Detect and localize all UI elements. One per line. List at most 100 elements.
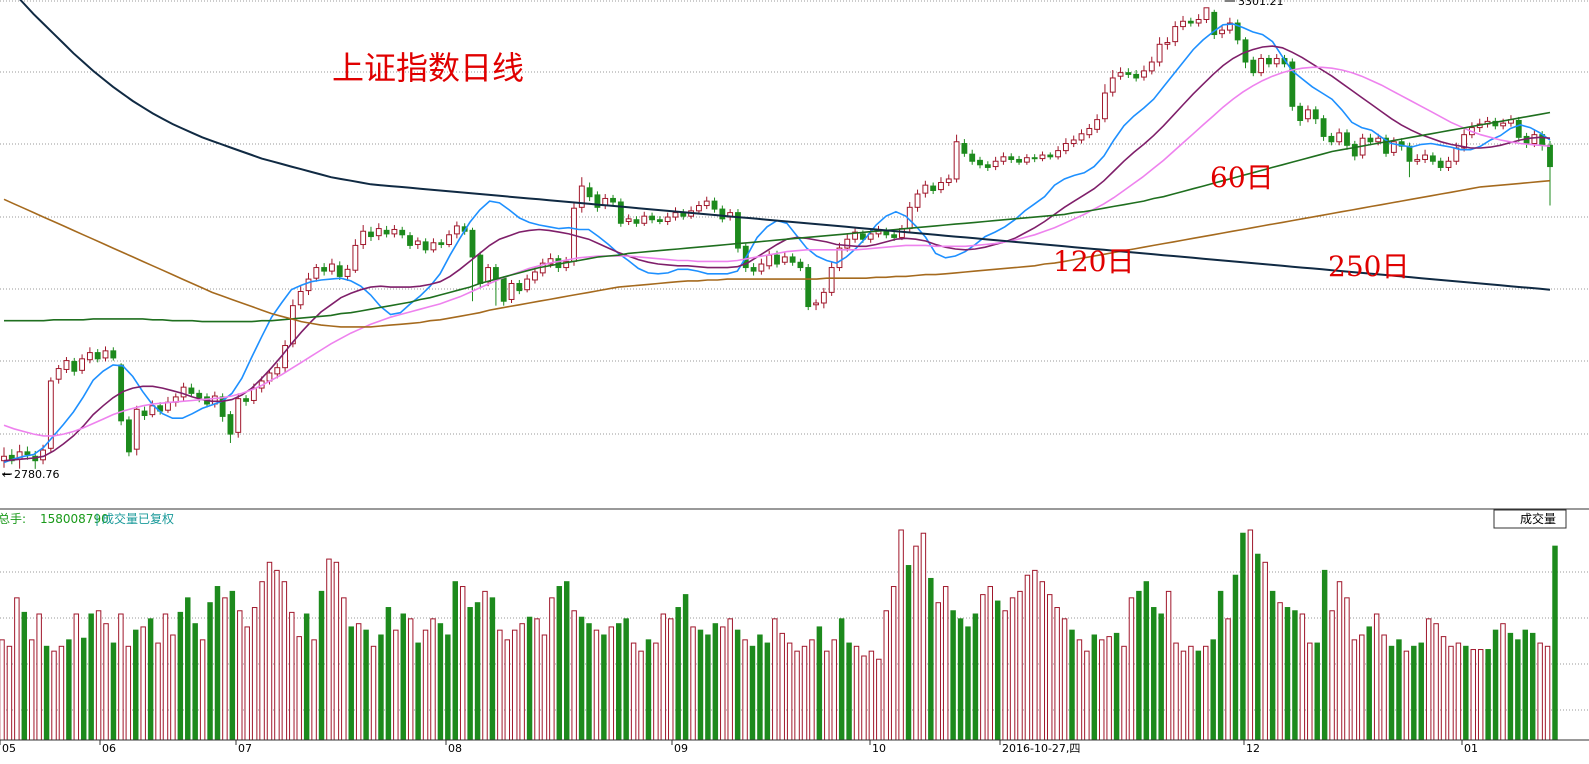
volume-bar-up <box>942 586 949 741</box>
volume-bar-down <box>88 613 94 741</box>
candles <box>1 7 1553 469</box>
high-label: 3301.21 <box>1238 0 1284 8</box>
volume-indicator-button[interactable]: 成交量 <box>1493 509 1567 529</box>
x-tick-label: 10 <box>872 742 886 755</box>
ma-line-2 <box>3 66 1551 437</box>
candle-body-up <box>1226 22 1233 31</box>
volume-bar-down <box>437 623 444 741</box>
candle-body-up <box>992 160 999 168</box>
volume-bar-down <box>682 594 689 741</box>
candle-body-up <box>180 386 187 398</box>
volume-bar-up <box>1537 642 1543 741</box>
volume-bar-up <box>549 597 555 741</box>
volume-bar-down <box>147 618 154 741</box>
candle-body-down <box>969 153 976 162</box>
volume-bar-down <box>1136 590 1142 741</box>
candle-body-up <box>1422 154 1428 160</box>
volume-bar-up <box>118 613 124 741</box>
candle-body-down <box>797 261 804 269</box>
volume-bar-down <box>1522 629 1529 741</box>
volume-bar-down <box>207 602 213 741</box>
candle-body-up <box>953 141 960 180</box>
ma-line-5 <box>19 0 1551 291</box>
x-tick-label: 07 <box>238 742 252 755</box>
volume-bar-up <box>1128 597 1135 741</box>
candle-body-up <box>102 350 109 359</box>
candle-body-down <box>1367 137 1374 143</box>
volume-bar-down <box>645 639 652 741</box>
candle-body-down <box>1016 158 1022 163</box>
candle-body-down <box>594 194 601 208</box>
volume-bar-down <box>928 577 934 741</box>
volume-bar-up <box>653 642 659 741</box>
volume-bar-up <box>890 586 897 741</box>
volume-bar-up <box>1440 636 1447 741</box>
volume-bar-up <box>140 626 146 741</box>
volume-bar-down <box>965 626 971 741</box>
volume-bar-down <box>21 611 28 741</box>
volume-bar-down <box>303 613 310 741</box>
candle-body-down <box>774 254 780 265</box>
volume-bar-up <box>1500 623 1506 741</box>
volume-bar-down <box>192 623 198 741</box>
volume-bar-up <box>333 561 340 741</box>
candle-body-down <box>1234 22 1241 41</box>
candle-body-down <box>1250 59 1257 74</box>
candle-body-down <box>1429 155 1436 162</box>
ma60-label: 60日 <box>1210 161 1274 194</box>
candle-body-down <box>977 159 983 166</box>
volume-bar-down <box>489 597 496 741</box>
candle-body-down <box>1383 137 1389 154</box>
volume-bar-down <box>601 634 607 741</box>
volume-bar-down <box>838 618 845 741</box>
volume-bar-up <box>853 645 860 741</box>
volume-bar-up <box>36 613 42 741</box>
candle-body-up <box>578 185 585 208</box>
ma-line-3 <box>4 111 1551 323</box>
candle-body-up <box>508 283 515 300</box>
volume-button-label[interactable]: 成交量 <box>1520 511 1556 526</box>
volume-bar-down <box>1210 639 1216 741</box>
candle-body-up <box>844 238 851 249</box>
candle-body-up <box>1203 7 1210 20</box>
candle-body-up <box>1414 158 1421 162</box>
volume-bar-up <box>162 613 169 741</box>
candle-body-up <box>1461 134 1468 149</box>
candle-body-down <box>719 208 726 220</box>
candle-body-up <box>1 455 7 462</box>
volume-bar-down <box>400 613 406 741</box>
candle-body-down <box>1344 132 1350 146</box>
volume-bar-up <box>1032 569 1038 741</box>
volume-bar-up <box>1121 645 1127 741</box>
candle-body-down <box>1187 20 1194 24</box>
volume-bar-down <box>467 607 473 741</box>
volume-bar-down <box>214 586 221 741</box>
candle-body-up <box>1102 92 1108 120</box>
volume-bar-up <box>742 639 748 741</box>
candle-body-down <box>71 360 78 372</box>
volume-bar-down <box>1292 610 1298 741</box>
volume-bar-up <box>296 636 302 741</box>
volume-bar-up <box>430 618 436 741</box>
candle-body-up <box>1445 160 1452 168</box>
volume-button-box[interactable] <box>1493 509 1567 529</box>
volume-bar-up <box>497 629 503 741</box>
candle-body-down <box>805 267 812 308</box>
volume-bar-up <box>1247 529 1254 741</box>
volume-bar-up <box>355 623 362 741</box>
chart-title: 上证指数日线 <box>332 49 524 87</box>
volume-bar-down <box>578 616 585 741</box>
volume-bar-up <box>125 645 132 741</box>
candle-body-down <box>188 387 195 394</box>
candle-body-up <box>453 225 460 235</box>
candle-body-up <box>86 352 93 361</box>
candle-body-up <box>547 258 554 265</box>
candle-body-up <box>329 263 335 272</box>
candle-body-up <box>813 302 819 306</box>
candle-body-up <box>485 267 492 283</box>
candle-body-up <box>664 216 671 222</box>
volume-bar-up <box>1046 594 1053 741</box>
candle-body-up <box>1148 61 1155 72</box>
candle-body-up <box>274 367 281 375</box>
